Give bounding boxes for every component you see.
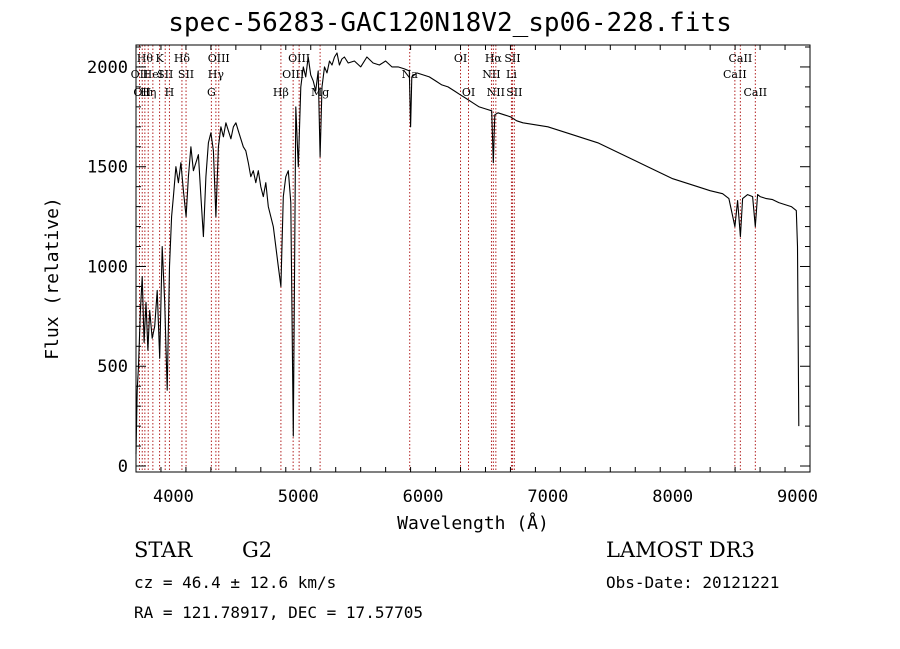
line-markers <box>138 45 756 472</box>
line-marker-label: Hη <box>140 86 156 99</box>
line-marker-label: Hγ <box>208 68 225 81</box>
spectrum-line <box>135 52 800 455</box>
x-axis-label: Wavelength (Å) <box>397 512 549 534</box>
line-marker-label: H <box>165 86 175 99</box>
y-axis-ticks: 0 500 1000 1500 2000 <box>87 46 810 477</box>
line-marker-label: Hα <box>485 52 503 65</box>
line-marker-label: K <box>155 52 164 65</box>
coordinates: RA = 121.78917, DEC = 17.57705 <box>134 603 423 622</box>
line-marker-label: OII <box>133 86 151 99</box>
line-marker-label: CaII <box>743 86 767 99</box>
y-tick-label: 1500 <box>87 158 128 178</box>
line-marker-label: SII <box>157 68 173 81</box>
line-marker-label: Hβ <box>273 86 289 99</box>
line-marker-label: OI <box>454 52 467 65</box>
y-axis-label: Flux (relative) <box>42 197 63 360</box>
line-marker-label: OIII <box>282 68 304 81</box>
line-marker-label: OI <box>462 86 475 99</box>
spectrum-series <box>135 52 800 455</box>
x-tick-label: 6000 <box>403 487 444 507</box>
y-tick-label: 0 <box>118 457 128 477</box>
x-tick-label: 7000 <box>527 487 568 507</box>
x-axis-ticks: 4000 5000 6000 7000 8000 9000 <box>153 45 818 507</box>
line-marker-label: OIII <box>288 52 310 65</box>
y-tick-label: 500 <box>97 357 128 377</box>
survey-name: LAMOST DR3 <box>606 538 755 562</box>
line-marker-label: CaII <box>723 68 747 81</box>
line-marker-label: Hθ <box>137 52 154 65</box>
line-marker-label: OII <box>131 68 149 81</box>
chart-title: spec-56283-GAC120N18V2_sp06-228.fits <box>168 8 732 38</box>
y-tick-label: 1000 <box>87 257 128 277</box>
x-tick-label: 9000 <box>777 487 818 507</box>
line-marker-label: Mg <box>311 86 329 99</box>
line-marker-label: SII <box>178 68 194 81</box>
line-marker-label: OIII <box>208 52 230 65</box>
object-class: STAR <box>134 538 193 562</box>
line-marker-label: Hδ <box>174 52 191 65</box>
x-tick-label: 4000 <box>153 487 194 507</box>
y-tick-label: 2000 <box>87 58 128 78</box>
line-marker-label: NII <box>487 86 505 99</box>
line-marker-label: HeI <box>143 68 163 81</box>
line-marker-labels: OIIOIIHθHηHeIKSIIHHδSIIGHγOIIIHβOIIIOIII… <box>131 52 768 99</box>
line-marker-label: CaII <box>729 52 753 65</box>
plot-frame <box>135 44 811 473</box>
line-marker-label: SII <box>506 86 522 99</box>
line-marker-label: G <box>207 86 216 99</box>
x-tick-label: 5000 <box>278 487 319 507</box>
object-subclass: G2 <box>242 538 273 562</box>
redshift-velocity: cz = 46.4 ± 12.6 km/s <box>134 573 337 592</box>
line-marker-label: Li <box>506 68 517 81</box>
line-marker-label: SII <box>504 52 520 65</box>
line-marker-label: NII <box>482 68 500 81</box>
x-tick-label: 8000 <box>652 487 693 507</box>
observation-date: Obs-Date: 20121221 <box>606 573 780 592</box>
line-marker-label: Na <box>402 68 419 81</box>
